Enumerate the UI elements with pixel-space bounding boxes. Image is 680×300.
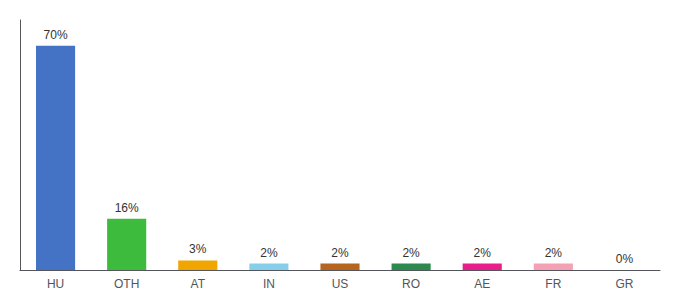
- svg-text:2%: 2%: [474, 246, 492, 260]
- svg-text:US: US: [332, 277, 349, 291]
- svg-text:IN: IN: [263, 277, 275, 291]
- svg-text:16%: 16%: [115, 201, 139, 215]
- svg-text:AE: AE: [474, 277, 490, 291]
- svg-text:AT: AT: [191, 277, 206, 291]
- svg-text:70%: 70%: [44, 28, 68, 42]
- svg-text:2%: 2%: [260, 246, 278, 260]
- svg-text:2%: 2%: [545, 246, 563, 260]
- svg-text:GR: GR: [615, 277, 633, 291]
- svg-text:RO: RO: [402, 277, 420, 291]
- svg-text:2%: 2%: [331, 246, 349, 260]
- svg-text:FR: FR: [545, 277, 561, 291]
- svg-text:2%: 2%: [402, 246, 420, 260]
- svg-text:3%: 3%: [189, 242, 207, 256]
- svg-text:0%: 0%: [616, 252, 634, 266]
- svg-text:OTH: OTH: [114, 277, 139, 291]
- svg-text:HU: HU: [47, 277, 64, 291]
